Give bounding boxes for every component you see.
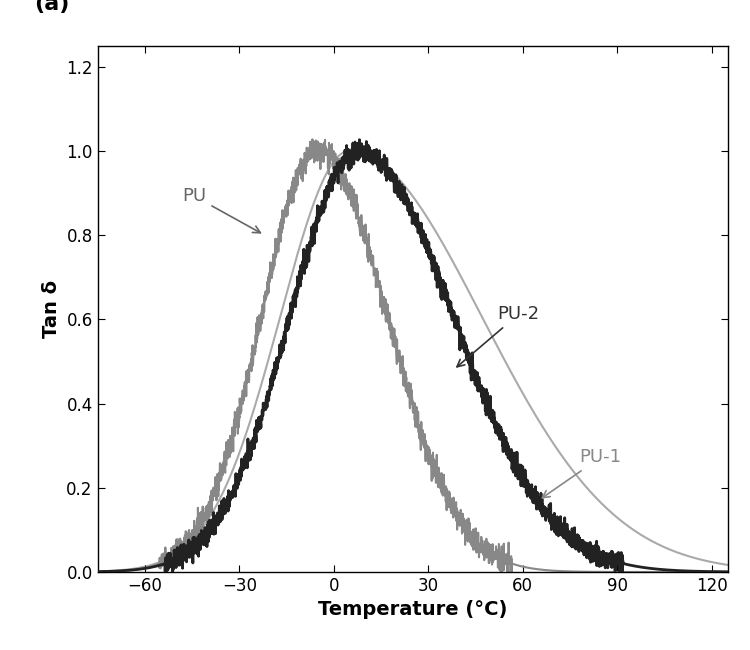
Text: PU-2: PU-2 (457, 306, 540, 367)
Text: PU: PU (182, 187, 260, 233)
Text: (a): (a) (34, 0, 70, 14)
Text: PU-1: PU-1 (542, 448, 622, 498)
Y-axis label: Tan δ: Tan δ (41, 280, 61, 338)
X-axis label: Temperature (°C): Temperature (°C) (318, 601, 507, 619)
